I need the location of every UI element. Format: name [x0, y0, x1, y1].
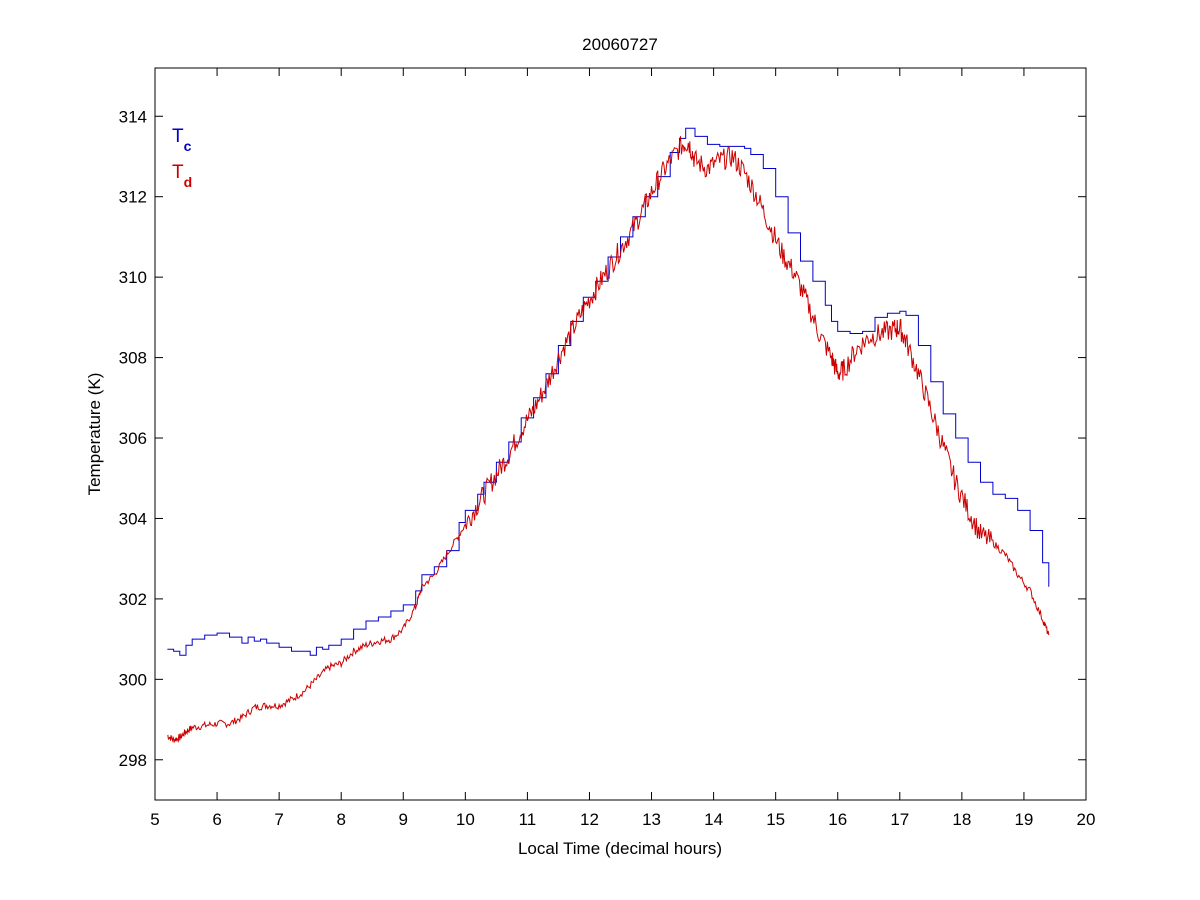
y-axis-ticks: 298 300 302 304 306 308 310 312 314	[119, 107, 1086, 770]
x-tick-label: 5	[150, 810, 159, 829]
x-tick-label: 13	[642, 810, 661, 829]
y-tick-label: 312	[119, 188, 147, 207]
y-tick-label: 306	[119, 429, 147, 448]
legend-entry-tc: Tc	[172, 126, 192, 154]
chart-title: 20060727	[582, 35, 658, 54]
x-axis-label: Local Time (decimal hours)	[518, 839, 722, 858]
y-tick-label: 304	[119, 509, 147, 528]
x-tick-label: 12	[580, 810, 599, 829]
x-tick-label: 15	[766, 810, 785, 829]
y-tick-label: 302	[119, 590, 147, 609]
series-layer	[167, 127, 1050, 743]
y-tick-label: 308	[119, 349, 147, 368]
x-tick-label: 10	[456, 810, 475, 829]
y-tick-label: 298	[119, 751, 147, 770]
x-tick-label: 6	[212, 810, 221, 829]
x-tick-label: 14	[704, 810, 723, 829]
x-tick-label: 16	[828, 810, 847, 829]
x-tick-label: 17	[890, 810, 909, 829]
x-tick-label: 11	[519, 810, 537, 829]
x-tick-label: 8	[336, 810, 345, 829]
x-axis-ticks: 5 6 7 8 9 10 11 12 13 14 15 16 17 18 19 20	[150, 68, 1095, 829]
x-tick-label: 9	[399, 810, 408, 829]
y-axis-label: Temperature (K)	[85, 373, 104, 496]
x-tick-label: 7	[274, 810, 283, 829]
series-line-d	[167, 136, 1050, 743]
legend: Tc Td	[172, 126, 192, 190]
x-tick-label: 18	[952, 810, 971, 829]
y-tick-label: 310	[119, 268, 147, 287]
legend-entry-td: Td	[172, 162, 192, 190]
y-tick-label: 314	[119, 107, 147, 126]
y-tick-label: 300	[119, 670, 147, 689]
plot-area	[154, 67, 1087, 801]
x-tick-label: 19	[1014, 810, 1033, 829]
x-tick-label: 20	[1077, 810, 1096, 829]
